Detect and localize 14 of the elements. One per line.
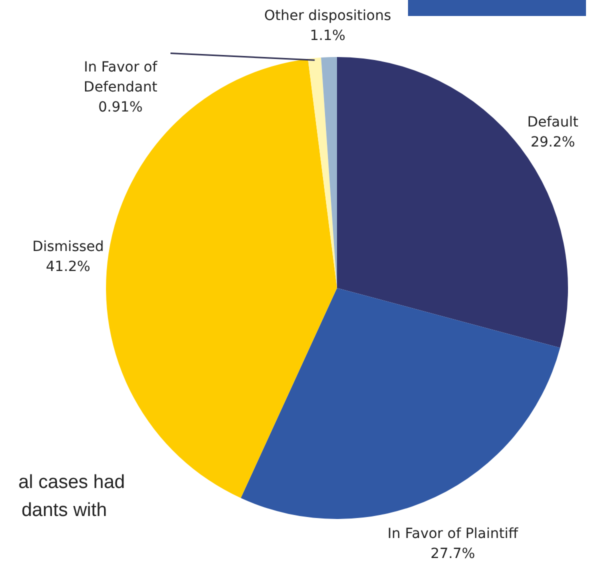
slice-label: Other dispositions	[264, 8, 392, 24]
data-label: 0.91%	[98, 99, 143, 116]
pie-slice	[308, 58, 337, 288]
data-label: 1.1%	[310, 28, 346, 44]
data-label: 29.2%	[530, 134, 576, 150]
slice-label: In Favor of Defendant	[84, 59, 158, 96]
text: dants with	[21, 500, 107, 521]
slice-label: Default	[527, 114, 579, 130]
slice-label: Dismissed	[32, 238, 104, 255]
pie-slice	[240, 288, 560, 519]
slice-label: In Favor of Plaintiff	[388, 526, 518, 542]
text: al cases had	[18, 472, 125, 493]
data-label: 27.7%	[430, 546, 476, 562]
data-label: 41.2%	[46, 258, 90, 275]
